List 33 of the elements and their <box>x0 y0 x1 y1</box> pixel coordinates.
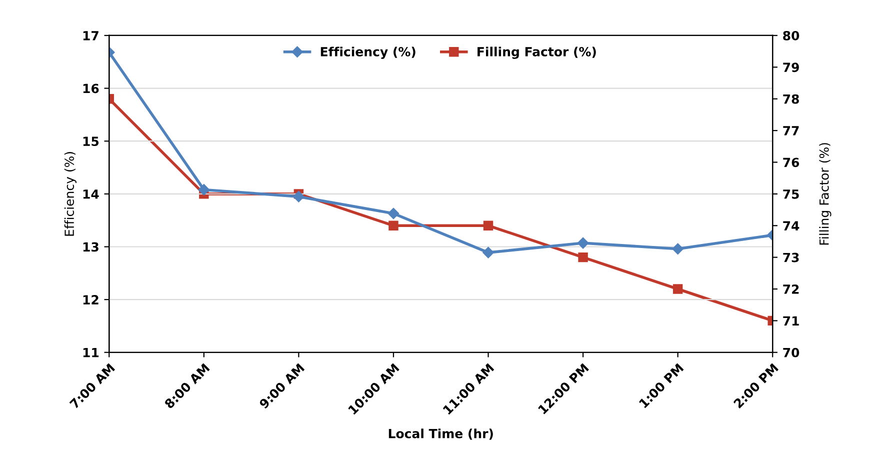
y2-tick-label: 76 <box>783 158 800 168</box>
point <box>672 284 683 294</box>
y-tick-label: 12 <box>83 295 98 304</box>
y2-tick-label: 80 <box>783 30 800 40</box>
point <box>293 190 304 202</box>
y-tick-label: 17 <box>83 31 98 40</box>
x-axis-title: Local Time (hr) <box>388 428 493 440</box>
point <box>672 243 684 254</box>
y2-tick-label: 75 <box>783 190 799 199</box>
y2-tick-label: 70 <box>783 348 800 358</box>
point <box>577 237 589 249</box>
y-tick-label: 16 <box>83 84 99 94</box>
y2-tick-label: 77 <box>783 126 799 136</box>
y2-tick-label: 71 <box>783 316 799 326</box>
point <box>578 252 588 262</box>
legend-label: Filling Factor (%) <box>478 46 596 59</box>
y2-tick-label: 74 <box>783 221 800 230</box>
y2-tick-label: 73 <box>783 252 799 262</box>
y-tick-label: 15 <box>83 136 99 146</box>
point <box>483 220 494 230</box>
point <box>388 208 400 220</box>
point <box>482 246 494 258</box>
y-tick-label: 11 <box>83 348 99 358</box>
point <box>198 184 210 196</box>
point <box>388 220 398 230</box>
y-tick-label: 13 <box>83 242 98 252</box>
y2-tick-label: 72 <box>783 284 799 294</box>
y2-tick-label: 78 <box>783 94 799 104</box>
y-tick-label: 14 <box>83 190 99 199</box>
y2-axis-title: Filling Factor (%) <box>819 143 832 245</box>
legend-label: Efficiency (%) <box>320 46 416 59</box>
y2-tick-label: 79 <box>783 62 799 72</box>
y-axis-title: Efficiency (%) <box>64 152 76 236</box>
